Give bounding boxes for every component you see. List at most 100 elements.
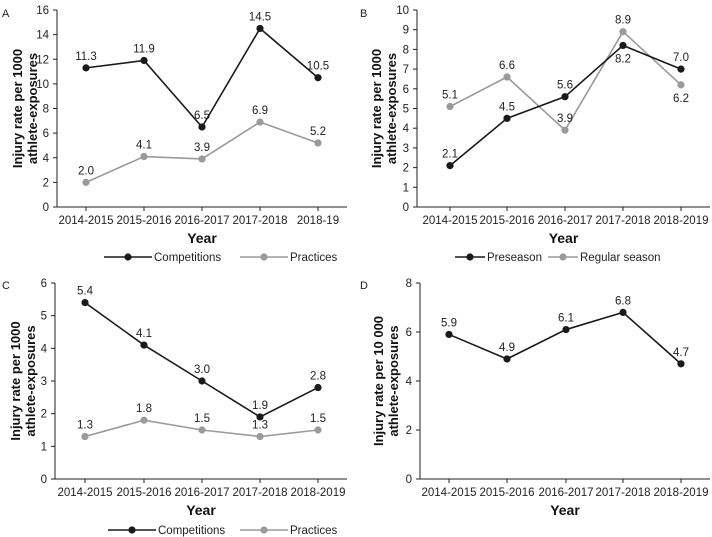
data-label: 6.2	[673, 93, 689, 105]
data-label: 3.9	[194, 142, 210, 154]
y-tick-label: 9	[403, 25, 409, 37]
legend-item: Competitions	[108, 525, 225, 537]
y-tick-label: 6	[406, 327, 412, 339]
x-tick-label: 2018-19	[297, 215, 339, 227]
x-tick-label: 2014-2015	[422, 487, 477, 499]
x-tick-label: 2016-2017	[539, 487, 594, 499]
series-practices: 1.3 1.8 1.5 1.3 1.5	[77, 403, 326, 441]
x-tick-label: 2018-2019	[654, 215, 709, 227]
data-label: 5.1	[442, 90, 458, 102]
legend-item: Regular season	[548, 252, 661, 264]
data-point	[314, 383, 322, 392]
y-tick-label: 6	[43, 128, 49, 140]
x-tick-label: 2017-2018	[596, 215, 651, 227]
data-label: 3.9	[557, 113, 573, 125]
y-tick-label: 4	[43, 153, 50, 165]
data-point	[677, 81, 685, 89]
data-point	[677, 360, 685, 368]
y-axis-title: Injury rate per 1000	[369, 49, 384, 168]
y-tick-label: 10	[396, 5, 409, 17]
data-point	[140, 341, 148, 349]
y-tick-label: 6	[41, 278, 47, 290]
data-label: 4.7	[673, 347, 689, 359]
data-point	[256, 118, 264, 126]
data-label: 6.5	[194, 110, 210, 122]
data-point	[561, 93, 569, 101]
legend-item: Practices	[240, 525, 338, 537]
x-tick-label: 2018-2019	[654, 487, 709, 499]
data-label: 4.1	[136, 328, 152, 340]
data-label: 8.2	[615, 53, 631, 65]
data-point	[198, 155, 206, 163]
data-label: 7.0	[673, 52, 689, 64]
data-label: 2.8	[310, 371, 326, 383]
data-label: 8.9	[615, 15, 631, 27]
y-axis-title: Injury rate per 1000	[10, 49, 25, 168]
legend-item: Practices	[240, 252, 338, 264]
y-axis-title: Injury rate per 10 000	[371, 316, 386, 446]
legend-marker	[466, 253, 474, 261]
x-tick-label: 2017-2018	[233, 215, 288, 227]
x-axis-title: Year	[550, 502, 580, 518]
data-point	[314, 74, 322, 82]
data-label: 6.8	[615, 295, 631, 307]
y-tick-label: 14	[36, 30, 49, 42]
legend-label: Regular season	[580, 252, 661, 264]
data-label: 5.4	[77, 286, 94, 298]
y-tick-label: 16	[36, 5, 49, 17]
data-point	[256, 432, 264, 441]
x-tick-label: 2018-2019	[291, 487, 346, 499]
x-tick-label: 2015-2016	[480, 487, 535, 499]
data-point	[314, 139, 322, 147]
y-tick-label: 5	[403, 104, 409, 116]
data-point	[198, 426, 206, 434]
legend-marker	[260, 526, 268, 534]
data-label: 6.6	[499, 60, 515, 72]
series-line	[449, 44, 682, 167]
data-label: 1.5	[194, 413, 210, 425]
y-tick-label: 3	[403, 143, 409, 155]
panel-b: B 0 1 2 3 4 5 6 7 8 9 10 2014-2015 2015-2016 2016-2017…	[360, 5, 710, 264]
y-tick-label: 0	[43, 202, 49, 214]
data-point	[81, 299, 89, 307]
y-tick-label: 5	[41, 311, 47, 323]
x-tick-label: 2015-2016	[117, 215, 172, 227]
y-tick-label: 0	[406, 474, 412, 486]
data-label: 10.5	[307, 61, 329, 73]
panel-letter: D	[360, 280, 368, 292]
y-tick-label: 4	[403, 123, 410, 135]
data-point	[619, 41, 627, 50]
x-tick-label: 2014-2015	[423, 215, 478, 227]
legend: Competitions Practices	[108, 525, 338, 537]
y-tick-label: 1	[403, 182, 409, 194]
y-tick-label: 4	[41, 343, 48, 355]
y-tick-label: 6	[403, 84, 409, 96]
series-competitions: 5.4 4.1 3.0 1.9 2.8	[77, 286, 326, 421]
data-point	[677, 65, 685, 73]
panel-letter: C	[2, 280, 10, 292]
x-tick-label: 2014-2015	[59, 215, 114, 227]
legend-marker	[128, 526, 136, 534]
legend: Preseason Regular season	[455, 252, 661, 264]
data-point	[198, 377, 206, 385]
data-point	[446, 102, 454, 111]
data-label: 14.5	[249, 11, 271, 23]
data-label: 5.9	[441, 317, 457, 329]
x-tick-label: 2014-2015	[58, 487, 113, 499]
y-tick-label: 7	[403, 64, 409, 76]
panel-letter: B	[360, 8, 367, 20]
data-point	[82, 64, 90, 72]
x-tick-label: 2017-2018	[233, 487, 288, 499]
data-point	[256, 24, 264, 33]
data-point	[619, 28, 627, 36]
data-label: 3.0	[194, 364, 210, 376]
data-point	[445, 330, 453, 339]
series-preseason: 2.1 4.5 5.6 8.2 7.0	[442, 41, 689, 170]
data-label: 11.3	[75, 51, 97, 63]
data-point	[503, 73, 511, 81]
data-point	[562, 325, 570, 334]
data-label: 11.9	[133, 43, 155, 55]
data-point	[503, 114, 511, 122]
panel-c: C 0 1 2 3 4 5 6 2014-2015 2015-2016 2016-2017 2017-…	[2, 278, 347, 537]
